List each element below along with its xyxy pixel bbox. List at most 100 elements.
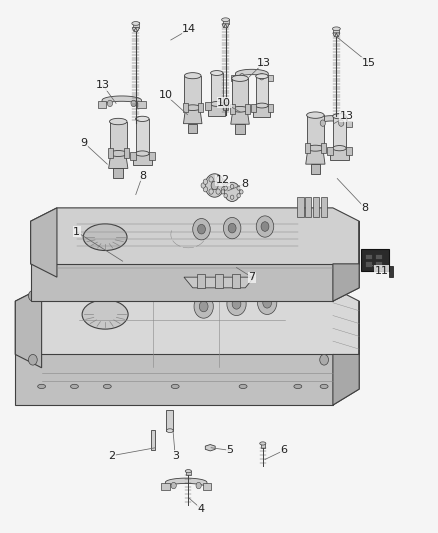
Circle shape	[209, 177, 213, 182]
Circle shape	[196, 482, 201, 489]
Bar	[202, 483, 211, 490]
Text: 2: 2	[108, 451, 115, 461]
Ellipse shape	[166, 429, 173, 433]
Ellipse shape	[82, 300, 128, 329]
Bar	[261, 443, 265, 448]
Polygon shape	[236, 69, 268, 79]
Bar	[137, 101, 146, 108]
Circle shape	[228, 223, 236, 233]
Bar	[313, 197, 319, 217]
Bar	[365, 254, 372, 259]
Circle shape	[28, 290, 37, 301]
Text: 8: 8	[139, 171, 146, 181]
Circle shape	[194, 295, 213, 318]
Circle shape	[199, 301, 208, 312]
Circle shape	[258, 291, 277, 314]
Bar	[312, 121, 321, 127]
Polygon shape	[222, 24, 226, 28]
Text: 8: 8	[361, 203, 368, 213]
Polygon shape	[306, 148, 325, 164]
Polygon shape	[15, 288, 42, 368]
Bar	[161, 483, 170, 490]
Ellipse shape	[136, 116, 149, 122]
Circle shape	[222, 187, 226, 192]
Polygon shape	[333, 354, 359, 405]
Bar	[389, 266, 393, 277]
Polygon shape	[31, 208, 359, 277]
Text: 9: 9	[81, 138, 88, 148]
Circle shape	[209, 189, 213, 194]
Polygon shape	[333, 221, 359, 301]
Circle shape	[224, 193, 227, 198]
Polygon shape	[307, 115, 324, 148]
Circle shape	[320, 354, 328, 365]
Ellipse shape	[333, 114, 346, 119]
Bar	[245, 104, 250, 114]
Bar	[375, 261, 382, 266]
Ellipse shape	[294, 384, 302, 389]
Text: 8: 8	[241, 179, 248, 189]
Text: 10: 10	[159, 90, 173, 100]
Polygon shape	[136, 119, 149, 154]
Ellipse shape	[307, 145, 324, 151]
Ellipse shape	[38, 384, 46, 389]
Text: 4: 4	[198, 504, 205, 514]
Bar	[333, 28, 339, 33]
Text: 13: 13	[340, 111, 354, 121]
Bar	[223, 19, 229, 24]
Polygon shape	[333, 33, 336, 37]
Circle shape	[205, 174, 224, 197]
Ellipse shape	[110, 118, 127, 125]
Circle shape	[237, 193, 240, 198]
Circle shape	[256, 216, 274, 237]
Polygon shape	[336, 33, 340, 37]
Polygon shape	[211, 73, 223, 104]
Text: 11: 11	[375, 266, 389, 276]
Circle shape	[216, 177, 220, 182]
Polygon shape	[253, 106, 270, 117]
Bar	[231, 75, 240, 81]
Ellipse shape	[260, 442, 266, 445]
Circle shape	[240, 190, 243, 194]
Circle shape	[201, 183, 205, 188]
Ellipse shape	[320, 384, 328, 389]
Circle shape	[223, 217, 241, 239]
Polygon shape	[15, 288, 359, 368]
Circle shape	[339, 120, 344, 126]
Bar	[375, 254, 382, 259]
Ellipse shape	[185, 470, 191, 473]
Ellipse shape	[256, 103, 268, 108]
Bar	[297, 197, 304, 217]
Polygon shape	[236, 124, 244, 134]
Polygon shape	[335, 33, 338, 37]
Ellipse shape	[184, 72, 201, 79]
Circle shape	[28, 354, 37, 365]
Ellipse shape	[256, 74, 268, 79]
Text: 12: 12	[215, 175, 230, 185]
Circle shape	[211, 181, 218, 190]
Polygon shape	[224, 24, 227, 28]
Polygon shape	[330, 148, 349, 160]
Circle shape	[230, 184, 234, 189]
Polygon shape	[333, 116, 346, 148]
Circle shape	[239, 74, 244, 80]
Polygon shape	[31, 208, 57, 277]
Ellipse shape	[222, 18, 230, 21]
Ellipse shape	[211, 101, 223, 107]
Bar	[133, 22, 139, 28]
Bar	[205, 102, 211, 110]
Polygon shape	[311, 164, 320, 174]
Polygon shape	[166, 478, 207, 488]
Polygon shape	[333, 301, 359, 405]
Circle shape	[320, 290, 328, 301]
Ellipse shape	[83, 224, 127, 251]
Bar	[98, 101, 106, 108]
Polygon shape	[333, 264, 359, 301]
Circle shape	[224, 182, 240, 201]
Bar	[183, 103, 188, 112]
Bar	[230, 104, 235, 114]
Polygon shape	[102, 96, 141, 106]
Polygon shape	[136, 28, 139, 31]
Bar	[321, 276, 328, 297]
Circle shape	[263, 297, 272, 308]
